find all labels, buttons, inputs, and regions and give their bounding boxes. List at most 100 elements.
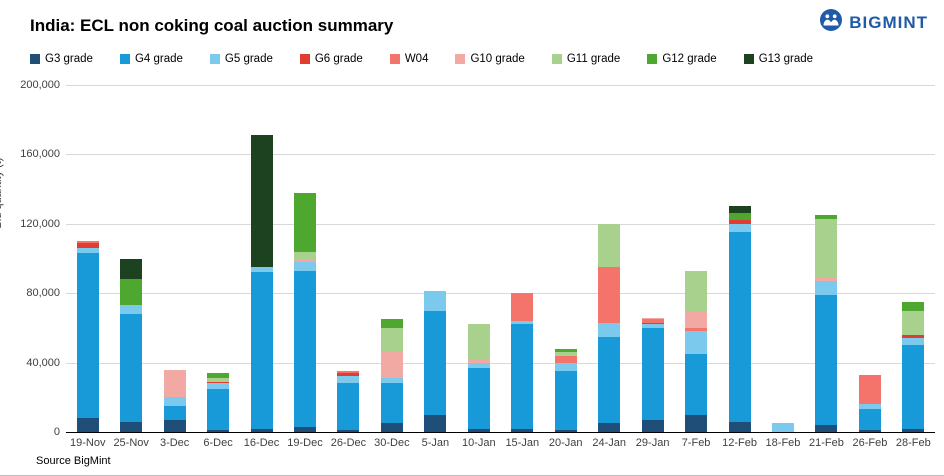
bar-column-19-dec: [283, 85, 326, 432]
bar-segment-g11-grade: [293, 251, 316, 259]
bar-segment-g5-grade: [641, 324, 664, 328]
bar-segment-g10-grade: [380, 352, 403, 379]
x-tick-label-21-feb: 21-Feb: [809, 437, 844, 449]
bar-segment-g5-grade: [858, 404, 881, 410]
bar-segment-w04: [337, 371, 360, 374]
y-tick-label: 40,000: [26, 356, 60, 369]
bar-segment-g3-grade: [728, 421, 751, 432]
bar-segment-g11-grade: [554, 352, 577, 356]
legend-item-g4-grade: G4 grade: [119, 53, 183, 65]
legend-swatch-g13-grade: [743, 54, 754, 64]
stacked-bar-24-jan: [598, 223, 621, 432]
legend-label: G10 grade: [470, 53, 525, 65]
x-tick-label-5-jan: 5-Jan: [421, 437, 450, 449]
bar-segment-g11-grade: [467, 324, 490, 360]
stacked-bar-21-feb: [815, 215, 838, 432]
bar-segment-g10-grade: [641, 317, 664, 320]
stacked-bar-15-jan: [511, 293, 534, 432]
bar-segment-g5-grade: [120, 305, 143, 315]
y-tick-label: 0: [53, 426, 60, 438]
legend-label: G12 grade: [662, 53, 717, 65]
bar-column-15-jan: [501, 85, 544, 432]
bar-segment-w04: [76, 241, 99, 243]
bar-segment-g3-grade: [120, 421, 143, 432]
legend-item-g6-grade: G6 grade: [299, 53, 363, 65]
bar-segment-g11-grade: [685, 270, 708, 311]
bar-column-19-nov: [66, 85, 109, 432]
bar-segment-g5-grade: [76, 248, 99, 254]
bigmint-logo-icon: [819, 8, 843, 37]
bar-segment-g11-grade: [598, 223, 621, 268]
page-title: India: ECL non coking coal auction summa…: [30, 16, 394, 35]
bar-segment-g3-grade: [815, 425, 838, 432]
legend-label: G13 grade: [758, 53, 814, 65]
bar-segment-g11-grade: [380, 327, 403, 353]
bar-segment-g4-grade: [728, 232, 751, 422]
bar-segment-g5-grade: [250, 267, 273, 273]
bar-segment-w04: [511, 293, 534, 321]
stacked-bar-3-dec: [163, 369, 186, 432]
chart-legend: G3 grade G4 grade G5 grade G6 grade W04 G10 g…: [30, 53, 813, 65]
x-tick-label-28-feb: 28-Feb: [895, 437, 931, 449]
bar-segment-g4-grade: [120, 314, 143, 422]
bar-segment-g5-grade: [424, 291, 447, 311]
x-tick-label-24-jan: 24-Jan: [592, 437, 626, 449]
x-tick-label-7-feb: 7-Feb: [681, 437, 711, 449]
legend-label: G11 grade: [566, 53, 621, 65]
x-tick-label-26-dec: 26-Dec: [330, 437, 367, 449]
legend-swatch-g10-grade: [455, 54, 466, 64]
legend-swatch-g11-grade: [551, 54, 562, 64]
bar-segment-g12-grade: [554, 348, 577, 353]
y-tick-label: 80,000: [26, 287, 60, 300]
bar-segment-g6-grade: [76, 242, 99, 249]
bar-column-12-feb: [718, 85, 761, 432]
bar-segment-g4-grade: [163, 405, 186, 420]
bar-column-26-feb: [848, 85, 891, 432]
bar-segment-g3-grade: [76, 418, 99, 432]
x-tick-label-6-dec: 6-Dec: [203, 437, 233, 449]
bar-column-18-feb: [761, 85, 804, 432]
bar-segment-g4-grade: [207, 388, 230, 431]
bar-segment-g10-grade: [815, 277, 838, 282]
legend-label: W04: [404, 53, 429, 65]
x-tick-label-15-jan: 15-Jan: [505, 437, 540, 449]
stacked-bar-25-nov: [120, 258, 143, 432]
legend-swatch-g12-grade: [647, 54, 658, 64]
x-tick-label-26-feb: 26-Feb: [852, 437, 888, 449]
bar-segment-g12-grade: [120, 279, 143, 306]
bar-column-5-jan: [414, 85, 457, 432]
bar-column-24-jan: [587, 85, 630, 432]
legend-label: G3 grade: [45, 53, 93, 65]
bar-segment-g5-grade: [554, 362, 577, 372]
bar-segment-g4-grade: [293, 270, 316, 427]
bar-segment-g3-grade: [858, 430, 881, 432]
bar-segment-g6-grade: [337, 373, 360, 377]
gridline: [66, 85, 935, 86]
bar-column-3-dec: [153, 85, 196, 432]
bar-column-6-dec: [196, 85, 239, 432]
bar-segment-g12-grade: [380, 319, 403, 328]
legend-item-w04: W04: [389, 53, 429, 65]
bar-segment-g5-grade: [598, 322, 621, 337]
bar-segment-g10-grade: [293, 258, 316, 262]
bar-column-7-feb: [674, 85, 717, 432]
bar-segment-g4-grade: [467, 367, 490, 429]
legend-item-g12-grade: G12 grade: [647, 53, 717, 65]
bar-segment-g5-grade: [380, 378, 403, 384]
bar-segment-g3-grade: [250, 428, 273, 432]
bar-segment-w04: [641, 319, 664, 323]
bar-column-29-jan: [631, 85, 674, 432]
x-tick-label-19-dec: 19-Dec: [287, 437, 323, 449]
bigmint-logo-text: BIGMINT: [849, 12, 928, 32]
bar-segment-w04: [858, 374, 881, 405]
bar-segment-g3-grade: [685, 414, 708, 432]
bar-segment-w04: [598, 267, 621, 323]
bar-segment-g3-grade: [511, 428, 534, 432]
stacked-bar-20-jan: [554, 348, 577, 432]
x-axis-line: [66, 432, 935, 433]
bar-segment-g10-grade: [163, 369, 186, 398]
gridline: [66, 223, 935, 225]
y-tick-label: 160,000: [20, 148, 60, 161]
bar-column-25-nov: [109, 85, 152, 432]
